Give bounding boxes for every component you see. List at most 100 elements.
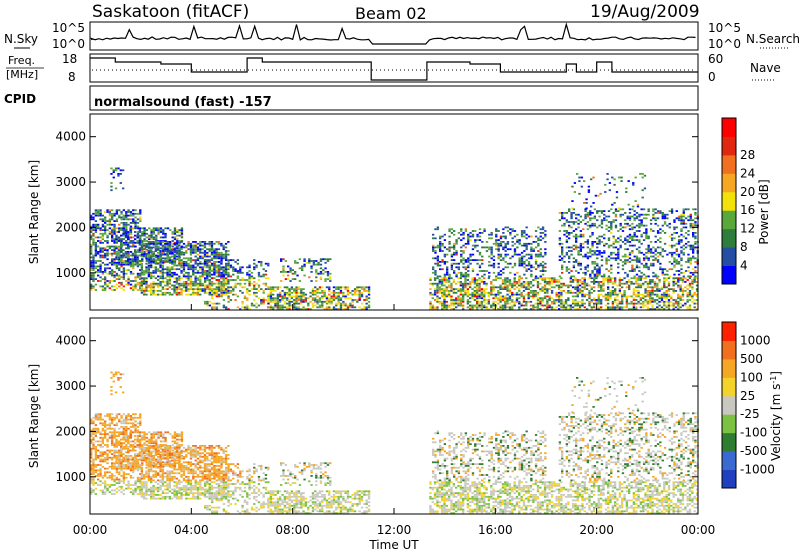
- power-cell: [108, 232, 112, 235]
- power-cell: [450, 290, 453, 292]
- power-cell: [143, 290, 146, 292]
- power-cell: [330, 291, 333, 294]
- power-cell: [220, 281, 223, 283]
- power-cell: [446, 248, 449, 251]
- power-cell: [246, 288, 249, 291]
- power-cell: [464, 230, 468, 232]
- power-cell: [636, 205, 640, 208]
- power-cell: [589, 255, 592, 258]
- power-cell: [201, 255, 204, 258]
- power-cell: [656, 217, 660, 220]
- power-cell: [541, 286, 544, 289]
- power-cell: [492, 302, 495, 305]
- power-cell: [210, 257, 214, 260]
- power-cell: [450, 266, 454, 269]
- power-cell: [553, 300, 556, 303]
- power-cell: [663, 242, 667, 245]
- power-cell: [687, 270, 690, 272]
- power-cell: [127, 209, 130, 212]
- power-cell: [441, 295, 444, 298]
- power-cell: [677, 217, 681, 220]
- power-cell: [431, 306, 434, 309]
- power-cell: [125, 225, 128, 228]
- power-cell: [513, 250, 517, 252]
- power-cell: [476, 281, 479, 283]
- power-cell: [332, 297, 336, 300]
- power-cell: [626, 224, 629, 227]
- power-cell: [257, 273, 261, 276]
- power-cell: [637, 302, 640, 305]
- power-cell: [638, 246, 641, 249]
- power-cell: [90, 278, 93, 281]
- power-cell: [692, 233, 695, 236]
- power-cell: [591, 261, 594, 263]
- power-cell: [150, 238, 153, 241]
- power-cell: [157, 242, 160, 245]
- power-cell: [578, 288, 582, 291]
- velocity-cell: [90, 451, 93, 454]
- power-cell: [106, 245, 109, 248]
- power-cell: [652, 217, 655, 220]
- power-cell: [621, 300, 624, 303]
- power-cell: [649, 230, 653, 232]
- power-cell: [555, 284, 558, 287]
- power-cell: [624, 242, 627, 245]
- power-cell: [529, 304, 533, 307]
- power-cell: [344, 308, 347, 311]
- power-cell: [448, 291, 451, 294]
- power-cell: [656, 295, 659, 298]
- power-cell: [111, 269, 114, 272]
- power-cell: [623, 277, 626, 280]
- power-cell: [152, 255, 155, 258]
- power-cell: [631, 270, 634, 272]
- power-cell: [132, 222, 135, 224]
- power-cell: [632, 304, 636, 307]
- power-cell: [467, 237, 470, 240]
- power-cell: [476, 250, 479, 252]
- power-cell: [204, 286, 207, 289]
- power-cell: [499, 299, 502, 301]
- power-cell: [253, 299, 256, 301]
- power-cell: [248, 293, 251, 296]
- power-cell: [658, 290, 661, 292]
- power-cell: [490, 233, 493, 236]
- power-cell: [227, 266, 230, 269]
- power-cell: [508, 288, 512, 291]
- power-cell: [481, 275, 484, 278]
- power-cell: [104, 211, 107, 213]
- power-cell: [476, 279, 479, 281]
- power-cell: [574, 302, 577, 305]
- power-cell: [501, 288, 505, 291]
- power-cell: [646, 295, 650, 298]
- power-cell: [164, 248, 167, 251]
- power-cell: [555, 279, 558, 281]
- power-cell: [104, 280, 107, 282]
- power-cell: [290, 288, 294, 291]
- power-cell: [119, 182, 122, 184]
- power-cell: [593, 277, 596, 280]
- power-cell: [97, 223, 100, 226]
- power-cell: [173, 277, 176, 280]
- power-cell: [365, 308, 368, 311]
- power-cell: [139, 289, 142, 291]
- power-cell: [241, 306, 244, 309]
- power-cell: [194, 284, 197, 287]
- power-cell: [147, 290, 151, 292]
- power-cell: [585, 198, 588, 201]
- power-cell: [445, 300, 448, 303]
- power-cell: [568, 271, 571, 274]
- power-cell: [602, 282, 605, 285]
- power-cell: [645, 232, 648, 234]
- power-cell: [576, 279, 579, 281]
- power-cell: [111, 280, 114, 282]
- power-cell: [667, 295, 671, 298]
- power-cell: [147, 264, 151, 267]
- power-cell: [178, 257, 181, 260]
- power-cell: [466, 302, 470, 305]
- power-cell: [649, 248, 653, 251]
- power-cell: [586, 266, 590, 269]
- power-cell: [150, 232, 153, 235]
- power-cell: [464, 291, 467, 294]
- power-cell: [138, 241, 142, 244]
- power-cell: [508, 291, 512, 294]
